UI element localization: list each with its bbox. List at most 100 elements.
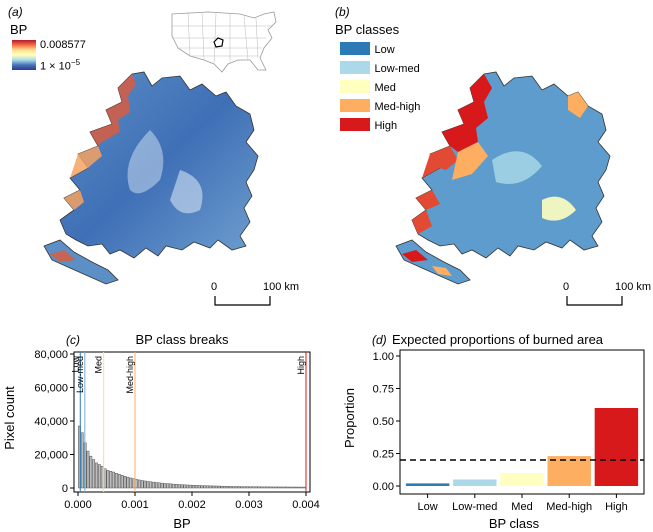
x-tick-label: 0.002 xyxy=(178,499,206,511)
histogram-bar xyxy=(174,484,178,489)
x-tick-label: 0.000 xyxy=(64,499,92,511)
histogram-bar xyxy=(146,481,150,489)
histogram-bar xyxy=(163,483,167,489)
histogram-bar xyxy=(286,486,289,489)
proportion-bar xyxy=(405,483,450,486)
histogram-bar xyxy=(180,484,184,489)
scale-bar-b-start: 0 xyxy=(563,281,570,293)
x-tick-label: High xyxy=(605,501,628,513)
histogram-bar xyxy=(86,450,90,489)
y-tick-label: 1.00 xyxy=(373,351,394,363)
histogram-bar xyxy=(300,486,304,489)
histogram-bar xyxy=(217,485,221,489)
burned-area-proportion-chart: (d) Expected proportions of burned area … xyxy=(342,332,645,531)
panel-b-letter: (b) xyxy=(335,5,350,19)
histogram-bar xyxy=(106,470,110,489)
legend-item-med-high: Med-high xyxy=(340,97,420,116)
bp-class-legend: Low Low-med Med Med-high High xyxy=(340,40,420,135)
class-break-label: Low xyxy=(70,356,80,373)
histogram-bar xyxy=(120,475,124,489)
histogram-bar xyxy=(288,486,292,489)
histogram-bar xyxy=(155,482,158,489)
histogram-bar xyxy=(209,485,212,489)
scale-bar-b xyxy=(566,296,623,306)
x-tick-label: Low xyxy=(418,501,438,513)
histogram-bar xyxy=(186,484,190,489)
histogram-bar xyxy=(212,485,215,489)
legend-item-med: Med xyxy=(340,78,420,97)
y-tick-label: 0.75 xyxy=(373,384,394,396)
histogram-bar xyxy=(103,468,107,489)
histogram-bar xyxy=(189,484,192,489)
panel-a-legend-title: BP xyxy=(10,22,28,37)
histogram-bar xyxy=(260,486,264,489)
histogram-bar xyxy=(294,486,298,489)
x-tick-label: 0.004 xyxy=(292,499,320,511)
histogram-bar xyxy=(271,486,275,489)
x-tick-label: Low-med xyxy=(452,501,497,513)
legend-item-high: High xyxy=(340,116,420,135)
histogram-bar xyxy=(129,477,133,489)
histogram-bar xyxy=(214,485,218,489)
x-tick-label: 0.003 xyxy=(235,499,263,511)
panel-c-xlabel: BP xyxy=(173,516,190,531)
histogram-bar xyxy=(117,474,121,489)
panel-d-xlabel: BP class xyxy=(489,516,540,531)
histogram-bar xyxy=(109,471,113,489)
x-tick-label: 0.001 xyxy=(121,499,149,511)
histogram-bar xyxy=(115,473,118,489)
histogram-bar xyxy=(277,486,281,489)
histogram-bar xyxy=(280,486,284,489)
panel-d-ylabel: Proportion xyxy=(342,388,357,448)
legend-item-low-med: Low-med xyxy=(340,59,420,78)
histogram-bar xyxy=(240,486,244,489)
panel-d-letter: (d) xyxy=(372,333,387,347)
histogram-bar xyxy=(254,486,258,489)
histogram-bar xyxy=(92,459,96,489)
y-tick-label: 0.00 xyxy=(373,481,394,493)
class-break-label: Med-high xyxy=(125,356,135,394)
bp-histogram-chart: (c) BP class breaks 0.000 0.001 0.002 0.003… xyxy=(2,332,320,531)
histogram-bar xyxy=(266,486,269,489)
panel-c-letter: (c) xyxy=(66,333,80,347)
histogram-bar xyxy=(177,484,181,489)
x-tick-label: Med-high xyxy=(546,501,592,513)
histogram-bar xyxy=(157,482,161,489)
histogram-bar xyxy=(135,479,138,489)
histogram-bar xyxy=(257,486,261,489)
y-tick-label: 20,000 xyxy=(34,450,68,462)
histogram-bar xyxy=(149,481,153,489)
histogram-bar xyxy=(152,481,155,489)
histogram-bar xyxy=(220,485,224,489)
proportion-bar xyxy=(500,473,544,486)
histogram-bar xyxy=(206,485,210,489)
histogram-bar xyxy=(251,486,255,489)
histogram-bar xyxy=(200,485,204,489)
scale-bar-a-start: 0 xyxy=(211,281,218,293)
histogram-bar xyxy=(95,462,98,489)
scale-bar-a-end: 100 km xyxy=(263,281,300,293)
histogram-bar xyxy=(269,486,272,489)
histogram-bar xyxy=(226,486,229,489)
panel-c-ylabel: Pixel count xyxy=(2,386,17,450)
histogram-bar xyxy=(229,486,232,489)
y-tick-label: 80,000 xyxy=(34,349,68,361)
scale-bar-a xyxy=(214,296,271,306)
histogram-bar xyxy=(243,486,247,489)
histogram-bar xyxy=(203,485,207,489)
scale-bar-b-end: 100 km xyxy=(615,281,652,293)
histogram-bar xyxy=(89,455,93,489)
y-tick-label: 40,000 xyxy=(34,416,68,428)
class-break-label: Med xyxy=(94,356,104,374)
histogram-bar xyxy=(98,464,101,489)
histogram-bar xyxy=(274,486,278,489)
histogram-bar xyxy=(112,471,115,489)
histogram-bar xyxy=(197,485,201,489)
histogram-bar xyxy=(303,486,306,489)
us-inset-map xyxy=(171,11,277,73)
histogram-bar xyxy=(100,465,104,489)
histogram-bar xyxy=(297,486,301,489)
histogram-bar xyxy=(223,485,227,489)
histogram-bar xyxy=(166,483,170,489)
histogram-bar xyxy=(263,486,267,489)
